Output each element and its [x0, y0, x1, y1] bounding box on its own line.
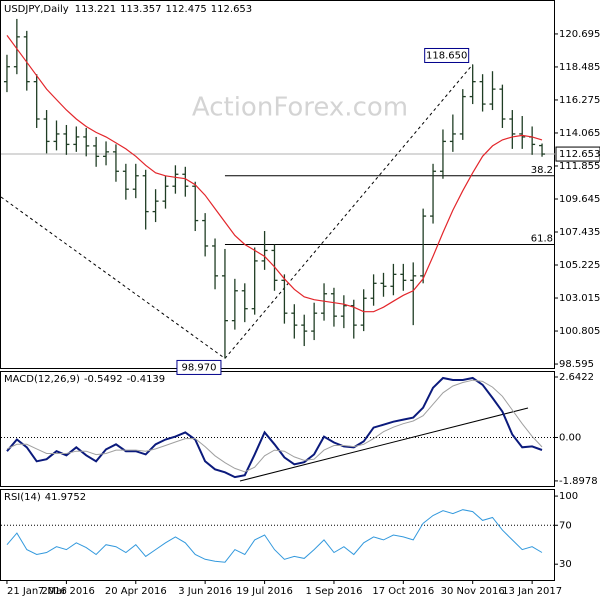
y-tick-label: 107.435: [559, 227, 600, 238]
annotation: 118.650: [424, 47, 470, 63]
indicator-line: [6, 509, 543, 563]
x-tick-label: 19 Jul 2016: [236, 586, 293, 597]
y-tick-label: 30: [559, 559, 572, 570]
x-tick-label: 30 Nov 2016: [441, 586, 505, 597]
annotation-box: [424, 47, 470, 63]
last-open: 113.221: [75, 4, 116, 15]
y-tick-label: 0.00: [559, 432, 581, 443]
y-tick-label: 2.6422: [559, 372, 594, 383]
x-tick-label: 13 Jan 2017: [502, 586, 562, 597]
x-tick-label: 1 Sep 2016: [305, 586, 362, 597]
annotation-label: 98.970: [181, 362, 216, 373]
y-tick-label: 70: [559, 520, 572, 531]
macd-name: MACD(12,26,9): [4, 374, 80, 385]
last-price-box: [555, 146, 600, 162]
trend-line: [0, 196, 226, 359]
annotation-label: 118.650: [426, 50, 467, 61]
y-tick-label: 105.225: [559, 260, 600, 271]
last-low: 112.475: [165, 4, 206, 15]
annotation: 98.970: [176, 359, 222, 375]
rsi-panel: [0, 489, 555, 581]
rsi-name: RSI(14): [4, 492, 41, 503]
x-tick-label: 7 Mar 2016: [38, 586, 95, 597]
x-tick-label: 17 Oct 2016: [372, 586, 434, 597]
y-tick-label: 118.485: [559, 62, 600, 73]
macd-last: -0.5492: [84, 374, 123, 385]
indicator-line: [6, 376, 543, 479]
y-tick-label: 114.065: [559, 128, 600, 139]
y-tick-label: 98.595: [559, 359, 594, 370]
price-title: USDJPY,Daily 113.221 113.357 112.475 112.653: [4, 4, 252, 15]
last-price-label: 112.653: [559, 149, 600, 160]
y-tick-label: 111.855: [559, 161, 600, 172]
y-tick-label: 100: [559, 491, 578, 502]
y-tick-label: 100.805: [559, 326, 600, 337]
macd-trendline: [239, 407, 529, 482]
signal-last: -0.4139: [127, 374, 166, 385]
fib-label: 61.8: [531, 233, 553, 244]
x-tick-label: 21 Jan 2016: [7, 586, 67, 597]
y-tick-label: 120.695: [559, 29, 600, 40]
rsi-title: RSI(14) 41.9752: [4, 492, 86, 503]
y-tick-label: -1.8978: [559, 476, 598, 487]
price-panel: [0, 0, 555, 369]
rsi-last: 41.9752: [45, 492, 86, 503]
macd-title: MACD(12,26,9) -0.5492 -0.4139: [4, 374, 165, 385]
fib-label: 38.2: [531, 165, 553, 176]
retrace-line: [224, 64, 474, 359]
macd-panel: [0, 371, 555, 487]
symbol: USDJPY,Daily: [4, 4, 69, 15]
last-high: 113.357: [120, 4, 161, 15]
watermark: ActionForex.com: [192, 93, 408, 123]
moving-average: [6, 35, 543, 313]
last-close: 112.653: [211, 4, 252, 15]
annotation-box: [176, 359, 222, 375]
indicator-line: [6, 379, 543, 473]
y-tick-label: 109.645: [559, 194, 600, 205]
x-tick-label: 20 Apr 2016: [105, 586, 167, 597]
y-tick-label: 116.275: [559, 95, 600, 106]
y-tick-label: 103.015: [559, 293, 600, 304]
x-tick-label: 3 Jun 2016: [178, 586, 232, 597]
